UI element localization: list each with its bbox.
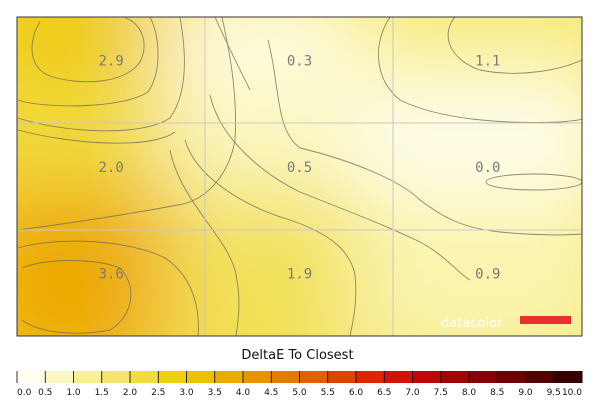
scale-swatch xyxy=(469,371,498,383)
scale-tick-label: 6.0 xyxy=(349,388,364,398)
scale-tick-label: 9.0 xyxy=(518,388,533,398)
scale-swatch xyxy=(356,371,385,383)
cell-value-label: 3.6 xyxy=(99,266,124,282)
cell-value-label: 0.9 xyxy=(475,266,500,282)
cell-value-label: 0.5 xyxy=(287,160,312,176)
contour-line xyxy=(17,17,159,107)
scale-tick-label: 0.0 xyxy=(17,388,32,398)
cell-labels: 2.9 0.3 1.1 2.0 0.5 0.0 3.6 1.9 0.9 xyxy=(99,54,501,283)
contour-line xyxy=(184,139,357,336)
contour-line xyxy=(31,17,145,83)
scale-tick-label: 10.0 xyxy=(562,388,582,398)
scale-swatch xyxy=(17,371,46,383)
scale-swatch xyxy=(214,371,244,383)
contour-line xyxy=(447,17,582,74)
heatmap-color-field xyxy=(17,17,582,336)
scale-tick-label: 5.0 xyxy=(292,388,307,398)
scale-swatch xyxy=(440,371,470,383)
scale-swatch xyxy=(158,371,187,383)
cell-value-label: 2.9 xyxy=(99,54,124,70)
cell-value-label: 2.0 xyxy=(99,160,124,176)
scale-tick-label: 8.5 xyxy=(490,388,504,398)
scale-swatch xyxy=(327,371,357,383)
scale-tick-label: 1.0 xyxy=(66,388,81,398)
contour-lines xyxy=(17,17,582,336)
scale-swatch xyxy=(45,371,74,383)
contour-line xyxy=(17,129,176,144)
contour-line xyxy=(378,17,582,123)
scale-tick-label: 0.5 xyxy=(38,388,52,398)
contour-line xyxy=(17,17,185,132)
scale-swatch xyxy=(497,371,526,383)
scale-tick-label: 7.5 xyxy=(434,388,448,398)
scale-tick-label: 1.5 xyxy=(95,388,109,398)
cell-value-label: 1.9 xyxy=(287,266,312,282)
contour-line xyxy=(267,39,582,236)
scale-ticks: 0.0 0.5 1.0 1.5 2.0 2.5 3.0 3.5 4.0 4.5 5.0 5.5 6.0 6… xyxy=(16,371,583,398)
contour-line xyxy=(485,173,582,191)
scale-swatch xyxy=(271,371,300,383)
scale-swatch xyxy=(186,371,216,383)
cell-value-label: 0.3 xyxy=(287,54,312,70)
brand-bar xyxy=(520,316,571,324)
scale-tick-label: 4.0 xyxy=(236,388,251,398)
brand-text: datacolor xyxy=(441,316,503,331)
cell-value-label: 1.1 xyxy=(475,54,500,70)
scale-swatch xyxy=(412,371,442,383)
legend-title: DeltaE To Closest xyxy=(241,348,354,363)
scale-swatch xyxy=(384,371,413,383)
scale-swatch xyxy=(130,371,159,383)
scale-swatches xyxy=(17,371,583,383)
scale-swatch xyxy=(101,371,131,383)
grid-lines xyxy=(17,17,582,336)
plot-border xyxy=(16,16,583,337)
contour-line xyxy=(214,17,251,91)
scale-tick-label: 3.5 xyxy=(208,388,222,398)
contour-line xyxy=(209,94,471,281)
scale-tick-label: 3.0 xyxy=(179,388,194,398)
contour-line xyxy=(21,260,132,334)
scale-swatch xyxy=(299,371,329,383)
scale-swatch xyxy=(243,371,272,383)
scale-tick-label: 5.5 xyxy=(321,388,335,398)
contour-line xyxy=(169,149,240,336)
scale-tick-label: 6.5 xyxy=(377,388,391,398)
scale-tick-label: 9.5 xyxy=(547,388,561,398)
contour-line xyxy=(17,17,236,231)
scale-tick-label: 2.0 xyxy=(123,388,138,398)
scale-tick-label: 4.5 xyxy=(264,388,278,398)
scale-swatch xyxy=(73,371,103,383)
contour-line xyxy=(17,240,199,336)
scale-tick-label: 7.0 xyxy=(405,388,420,398)
scale-tick-label: 2.5 xyxy=(151,388,165,398)
scale-swatch xyxy=(553,371,583,383)
heatmap-cell xyxy=(353,189,582,336)
scale-swatch xyxy=(525,371,555,383)
scale-tick-label: 8.0 xyxy=(462,388,477,398)
brand-logo: datacolor xyxy=(441,316,571,331)
cell-value-label: 0.0 xyxy=(475,160,500,176)
